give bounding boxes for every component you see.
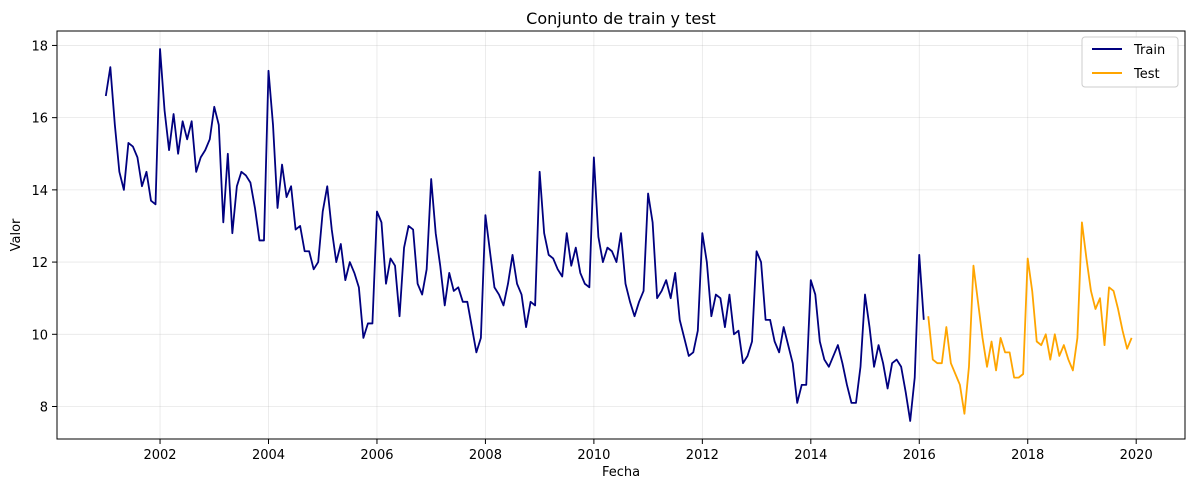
y-axis: 8 10 12 14 16 18	[31, 39, 57, 416]
y-tick-label: 12	[31, 256, 48, 271]
chart-title: Conjunto de train y test	[526, 9, 716, 28]
series-layer	[104, 48, 1133, 422]
series-line-test	[927, 221, 1133, 415]
y-tick-label: 10	[31, 328, 48, 343]
x-tick-label: 2010	[577, 448, 610, 463]
x-tick-label: 2016	[903, 448, 936, 463]
x-tick-label: 2018	[1011, 448, 1044, 463]
y-tick-label: 14	[31, 184, 48, 199]
x-tick-label: 2004	[252, 448, 285, 463]
legend-label-train: Train	[1133, 43, 1165, 58]
x-tick-label: 2012	[686, 448, 719, 463]
legend: Train Test	[1081, 36, 1179, 88]
x-axis: 2002 2004 2006 2008 2010 2012 2014 2016 2018 2020	[143, 439, 1153, 463]
series-line-train	[104, 48, 925, 422]
x-tick-label: 2014	[794, 448, 827, 463]
plot-frame	[56, 30, 1186, 440]
x-tick-label: 2002	[143, 448, 176, 463]
legend-label-test: Test	[1133, 67, 1160, 82]
x-axis-title: Fecha	[602, 465, 640, 480]
y-axis-title: Valor	[9, 218, 24, 251]
x-tick-label: 2006	[360, 448, 393, 463]
x-tick-label: 2008	[469, 448, 502, 463]
y-tick-label: 18	[31, 39, 48, 54]
x-tick-label: 2020	[1120, 448, 1153, 463]
y-tick-label: 8	[40, 401, 48, 416]
grid-lines	[57, 31, 1185, 439]
y-tick-label: 16	[31, 112, 48, 127]
